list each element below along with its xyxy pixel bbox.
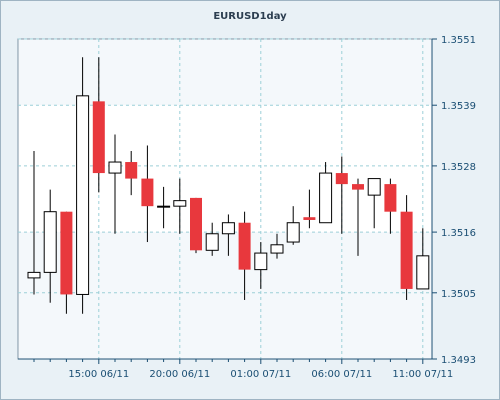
candle-body-18 — [319, 172, 333, 224]
candle-body-20 — [352, 184, 364, 190]
candle-19 — [335, 156, 348, 234]
y-tick-label-0: 1.3551 — [441, 35, 476, 46]
candle-body-4 — [92, 101, 105, 174]
candle-body-1 — [43, 211, 57, 273]
grid-lines — [18, 38, 432, 360]
candle-12 — [221, 214, 235, 256]
candle-3 — [76, 57, 90, 314]
candles — [27, 57, 430, 314]
candle-body-15 — [270, 244, 284, 254]
candle-body-24 — [416, 255, 430, 290]
candle-body-8 — [157, 205, 171, 208]
candle-body-5 — [108, 161, 122, 174]
candle-16 — [286, 206, 300, 245]
candle-body-13 — [238, 222, 251, 270]
candle-0 — [27, 151, 41, 295]
y-tick-label-4: 1.3505 — [441, 289, 476, 300]
axes: 1.3551 1.3539 1.3528 1.3516 1.3505 1.3493 15:0… — [18, 35, 476, 380]
plot-shade-top — [19, 40, 431, 106]
candle-23 — [400, 195, 413, 300]
candle-20 — [352, 178, 364, 256]
candle-18 — [319, 162, 333, 224]
y-tick-label-1: 1.3539 — [441, 101, 476, 112]
candle-1 — [43, 189, 57, 303]
candle-8 — [157, 186, 171, 229]
x-tick-label-4: 11:00 07/11 — [392, 369, 453, 380]
candle-body-17 — [303, 217, 316, 220]
x-tick-label-0: 15:00 06/11 — [68, 369, 129, 380]
candle-body-21 — [367, 178, 381, 196]
candle-9 — [173, 178, 187, 234]
candle-14 — [254, 242, 268, 289]
candle-21 — [367, 178, 381, 229]
candle-body-23 — [400, 211, 413, 289]
candle-6 — [125, 151, 138, 196]
candle-11 — [205, 222, 219, 256]
candle-10 — [190, 197, 202, 254]
candle-body-6 — [125, 162, 138, 179]
candle-17 — [303, 189, 316, 229]
candle-7 — [141, 145, 154, 243]
candle-13 — [238, 211, 251, 300]
x-tick-label-3: 06:00 07/11 — [311, 369, 372, 380]
candle-24 — [416, 228, 430, 290]
chart-title: EURUSD1day — [213, 11, 287, 22]
candle-body-0 — [27, 271, 41, 279]
candle-body-7 — [141, 178, 154, 207]
candle-body-22 — [384, 184, 397, 212]
y-tick-label-5: 1.3493 — [441, 355, 476, 366]
candle-body-11 — [205, 233, 219, 251]
y-tick-label-2: 1.3528 — [441, 162, 476, 173]
candle-5 — [108, 134, 122, 234]
candle-15 — [270, 233, 284, 259]
candle-2 — [60, 211, 73, 314]
candle-body-16 — [286, 222, 300, 243]
y-tick-label-3: 1.3516 — [441, 228, 476, 239]
candle-body-9 — [173, 200, 187, 207]
candle-22 — [384, 178, 397, 234]
x-tick-label-2: 01:00 07/11 — [230, 369, 291, 380]
candle-body-14 — [254, 252, 268, 271]
candle-body-3 — [76, 95, 90, 295]
x-tick-label-1: 20:00 06/11 — [149, 369, 210, 380]
candle-body-19 — [335, 173, 348, 185]
candle-4 — [92, 57, 105, 193]
candle-body-10 — [190, 197, 202, 251]
candle-body-12 — [221, 222, 235, 235]
candle-body-2 — [60, 211, 73, 295]
